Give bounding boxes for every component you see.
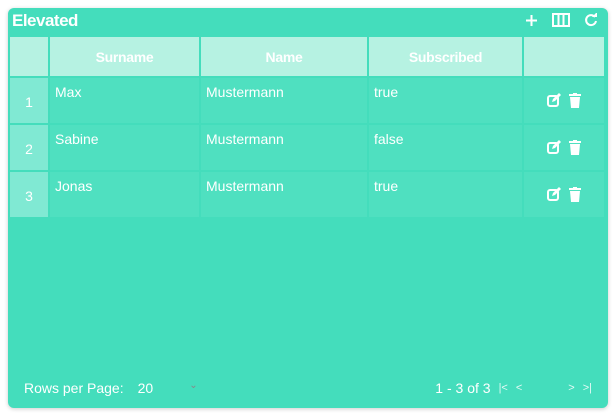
data-table: Surname Name Subscribed 1 Max Mustermann… [10,37,606,219]
edit-icon[interactable] [547,93,561,110]
cell-surname[interactable]: Jonas [50,172,199,217]
cell-subscribed[interactable]: false [369,125,522,170]
cell-name[interactable]: Mustermann [201,78,367,123]
first-page-icon[interactable]: |< [498,382,508,394]
next-page-icon[interactable]: > [568,382,575,394]
row-index: 1 [10,78,48,123]
refresh-icon[interactable] [582,11,600,29]
header-subscribed[interactable]: Subscribed [369,37,522,76]
row-actions [524,172,604,217]
header-actions [524,37,604,76]
row-actions [524,78,604,123]
cell-surname[interactable]: Sabine [50,125,199,170]
rows-per-page-select[interactable]: 20 ⌄ [138,380,198,396]
row-index: 3 [10,172,48,217]
chevron-down-icon: ⌄ [189,380,198,391]
toolbar [522,11,600,29]
header-index [10,37,48,76]
delete-icon[interactable] [569,92,581,111]
prev-page-icon[interactable]: < [515,382,523,394]
cell-name[interactable]: Mustermann [201,172,367,217]
cell-surname[interactable]: Max [50,78,199,123]
cell-name[interactable]: Mustermann [201,125,367,170]
last-page-icon[interactable]: >| [582,382,592,394]
table-card: Elevated Surname Name Subscribed 1 Max M… [8,8,608,408]
pager: 1 - 3 of 3 |< < > >| [435,380,592,396]
table-row: 2 Sabine Mustermann false [10,125,606,172]
edit-icon[interactable] [547,187,561,204]
row-index: 2 [10,125,48,170]
page-range: 1 - 3 of 3 [435,380,491,396]
edit-icon[interactable] [547,140,561,157]
pagination-footer: Rows per Page: 20 ⌄ 1 - 3 of 3 |< < > >| [24,380,592,396]
columns-icon[interactable] [552,11,570,29]
cell-subscribed[interactable]: true [369,78,522,123]
cell-subscribed[interactable]: true [369,172,522,217]
rows-per-page-value: 20 [137,380,154,396]
table-row: 1 Max Mustermann true [10,78,606,125]
header-name[interactable]: Name [201,37,367,76]
delete-icon[interactable] [569,186,581,205]
row-actions [524,125,604,170]
rows-per-page-label: Rows per Page: [24,380,124,396]
header-surname[interactable]: Surname [50,37,199,76]
delete-icon[interactable] [569,139,581,158]
table-title: Elevated [12,11,78,30]
header-row: Surname Name Subscribed [10,37,606,78]
table-row: 3 Jonas Mustermann true [10,172,606,219]
add-icon[interactable] [522,11,540,29]
